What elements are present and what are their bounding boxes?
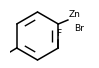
Text: F: F <box>56 29 61 38</box>
Text: Br: Br <box>74 24 84 33</box>
Text: Zn: Zn <box>69 10 81 19</box>
